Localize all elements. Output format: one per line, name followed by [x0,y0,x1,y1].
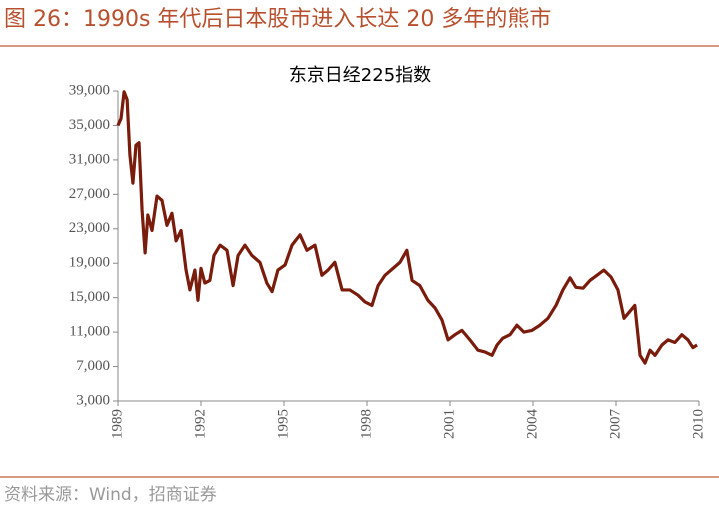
x-tick-label: 2001 [441,409,457,439]
x-tick-label: 2007 [607,409,623,440]
y-tick-label: 19,000 [69,255,110,271]
x-tick-label: 1992 [192,409,208,439]
y-tick-label: 11,000 [69,324,110,340]
y-tick-label: 27,000 [69,186,110,202]
y-tick-label: 7,000 [76,358,110,374]
series-line [116,90,698,365]
x-tick-label: 1989 [109,409,125,439]
x-tick-label: 1998 [358,409,374,439]
source-note: 资料来源：Wind，招商证券 [4,485,217,505]
y-tick-label: 35,000 [69,117,110,133]
chart-title: 东京日经225指数 [289,65,431,86]
y-tick-label: 31,000 [69,151,110,167]
y-tick-label: 15,000 [69,289,110,305]
y-tick-label: 39,000 [69,82,110,98]
x-tick-label: 2010 [690,409,706,439]
page-title: 图 26：1990s 年代后日本股市进入长达 20 多年的熊市 [4,7,551,32]
x-tick-label: 2004 [524,409,540,440]
x-tick-label: 1995 [275,409,291,439]
y-tick-label: 3,000 [76,392,110,408]
y-tick-label: 23,000 [69,220,110,236]
